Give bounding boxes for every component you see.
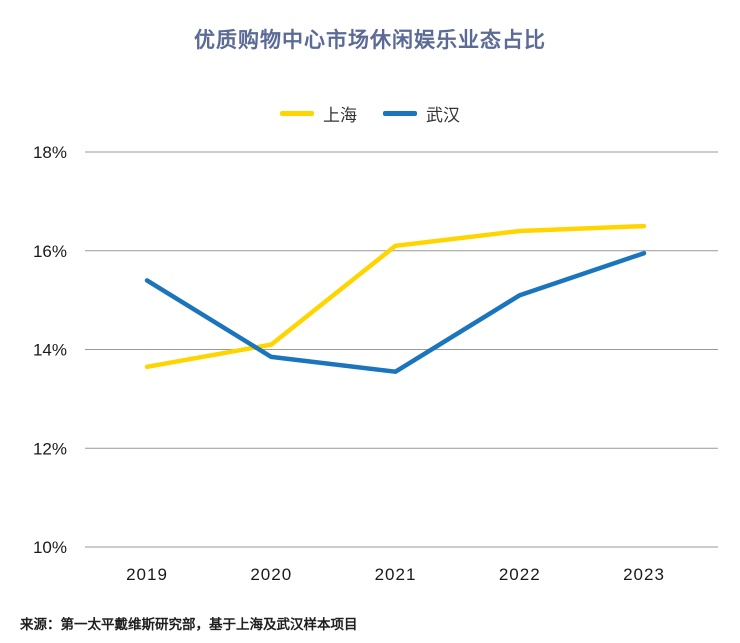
x-tick-label: 2019 bbox=[126, 565, 168, 584]
legend-swatch-icon bbox=[383, 110, 417, 116]
x-tick-label: 2022 bbox=[499, 565, 541, 584]
y-tick-label: 10% bbox=[33, 538, 67, 557]
line-chart: 10% 12% 14% 16% 18% 2019 2020 2021 2022 2023 bbox=[33, 143, 718, 584]
x-tick-label: 2020 bbox=[250, 565, 292, 584]
series-line-shanghai bbox=[144, 223, 647, 370]
x-tick-label: 2021 bbox=[375, 565, 417, 584]
legend-label: 上海 bbox=[323, 105, 357, 125]
series-line-wuhan bbox=[144, 250, 647, 374]
x-tick-label: 2023 bbox=[623, 565, 665, 584]
legend-item-wuhan: 武汉 bbox=[383, 101, 460, 126]
source-note: 来源：第一太平戴维斯研究部，基于上海及武汉样本项目 bbox=[20, 617, 358, 632]
legend-swatch-icon bbox=[280, 110, 314, 116]
y-tick-label: 14% bbox=[33, 341, 67, 360]
y-tick-label: 12% bbox=[33, 439, 67, 458]
legend-item-shanghai: 上海 bbox=[280, 101, 357, 126]
y-tick-label: 16% bbox=[33, 242, 67, 261]
chart-legend: 上海 武汉 bbox=[0, 101, 740, 126]
chart-title: 优质购物中心市场休闲娱乐业态占比 bbox=[194, 29, 546, 52]
legend-label: 武汉 bbox=[426, 105, 460, 125]
y-tick-label: 18% bbox=[33, 143, 67, 162]
